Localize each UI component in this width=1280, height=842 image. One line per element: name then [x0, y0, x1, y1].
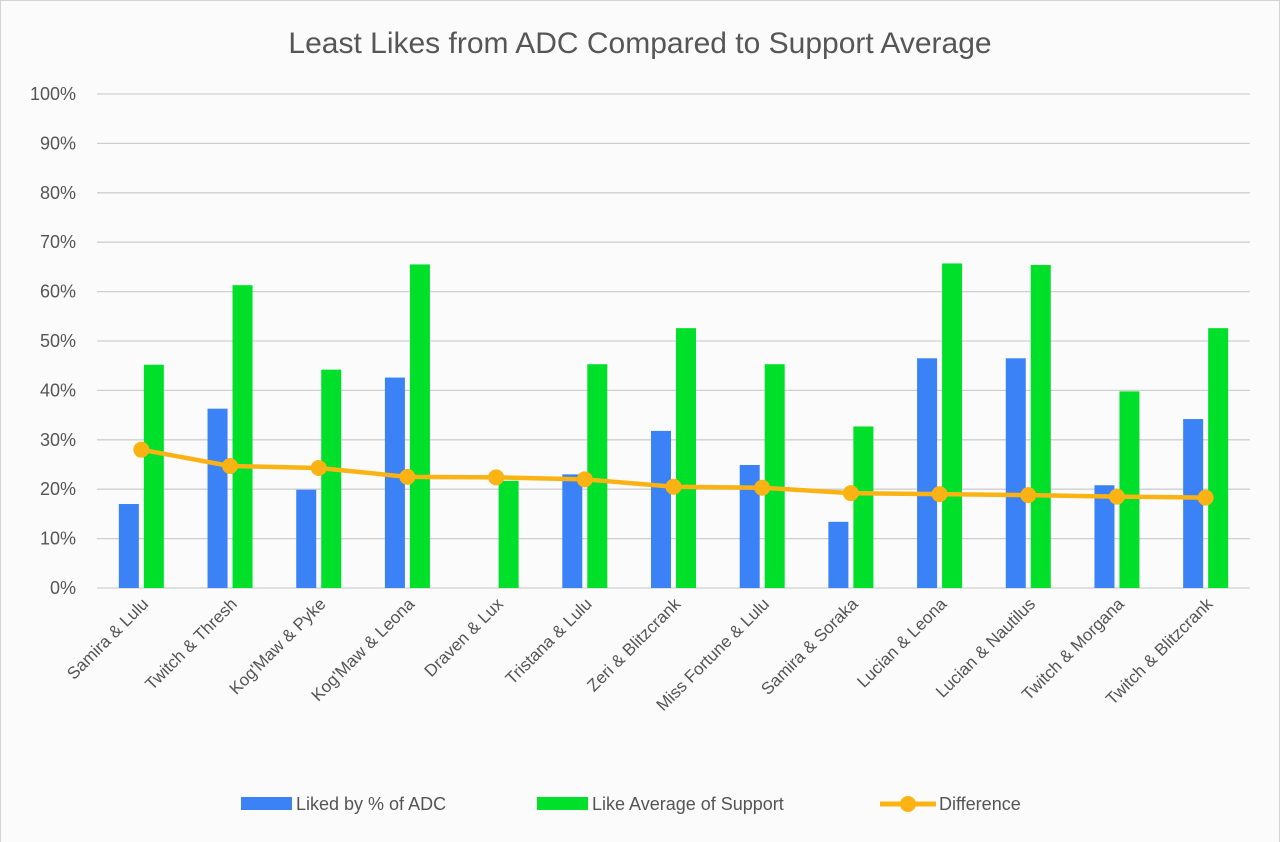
bar-adc[interactable]	[917, 358, 938, 588]
bar-support[interactable]	[1119, 391, 1140, 588]
y-tick-label: 60%	[40, 282, 76, 302]
difference-point[interactable]	[133, 441, 150, 458]
bar-support[interactable]	[676, 328, 696, 588]
chart-title: Least Likes from ADC Compared to Support…	[288, 27, 991, 60]
bar-support[interactable]	[587, 364, 608, 588]
bar-adc[interactable]	[296, 489, 317, 588]
bar-adc[interactable]	[1005, 358, 1026, 588]
x-tick-label: Twitch & Thresh	[141, 594, 240, 693]
bar-adc[interactable]	[384, 377, 405, 588]
bar-adc[interactable]	[1183, 419, 1204, 588]
legend-item-adc[interactable]: Liked by % of ADC	[241, 794, 446, 814]
y-tick-label: 50%	[40, 331, 76, 351]
legend-label-difference: Difference	[939, 794, 1021, 814]
difference-point[interactable]	[310, 459, 327, 476]
legend-swatch-support	[537, 797, 588, 810]
difference-point[interactable]	[931, 486, 948, 503]
bar-adc[interactable]	[828, 521, 849, 588]
difference-point[interactable]	[488, 469, 505, 486]
y-tick-label: 0%	[50, 578, 76, 598]
y-tick-label: 90%	[40, 133, 76, 153]
difference-line	[133, 441, 1214, 506]
x-tick-label: Zeri & Blitzcrank	[583, 594, 684, 695]
legend-item-support[interactable]: Like Average of Support	[537, 794, 784, 814]
bar-adc[interactable]	[118, 504, 139, 588]
difference-point[interactable]	[754, 479, 771, 496]
difference-point[interactable]	[1108, 488, 1125, 505]
bar-support[interactable]	[232, 285, 253, 588]
bar-support[interactable]	[409, 264, 430, 588]
legend-marker-difference	[900, 796, 916, 812]
bar-support[interactable]	[1030, 264, 1051, 588]
x-tick-label: Draven & Lux	[421, 594, 508, 681]
bar-support[interactable]	[498, 480, 519, 588]
x-tick-label: Samira & Lulu	[63, 594, 152, 683]
difference-point[interactable]	[222, 457, 239, 474]
gridlines	[97, 93, 1250, 589]
y-tick-label: 100%	[30, 84, 76, 104]
y-tick-label: 40%	[40, 380, 76, 400]
bar-adc[interactable]	[562, 474, 583, 588]
bar-support[interactable]	[1208, 328, 1229, 588]
bar-support[interactable]	[321, 369, 342, 588]
legend-swatch-adc	[241, 797, 292, 810]
bar-support[interactable]	[143, 364, 164, 588]
y-tick-label: 70%	[40, 232, 76, 252]
y-tick-label: 20%	[40, 479, 76, 499]
y-tick-label: 30%	[40, 430, 76, 450]
difference-point[interactable]	[1197, 489, 1214, 506]
legend-label-adc: Liked by % of ADC	[296, 794, 446, 814]
legend-item-difference[interactable]: Difference	[880, 794, 1021, 814]
bar-adc[interactable]	[651, 430, 671, 588]
difference-point[interactable]	[399, 468, 416, 485]
y-axis-ticks: 0% 10% 20% 30% 40% 50% 60% 70% 80% 90% 100%	[30, 84, 76, 598]
bar-support[interactable]	[764, 364, 785, 588]
difference-point[interactable]	[665, 478, 682, 495]
x-tick-label: Tristana & Lulu	[502, 594, 596, 688]
x-tick-label: Kog'Maw & Pyke	[226, 594, 330, 698]
y-tick-label: 10%	[40, 529, 76, 549]
x-tick-label: Samira & Soraka	[757, 594, 862, 699]
difference-point[interactable]	[1020, 487, 1037, 504]
bars	[118, 263, 1229, 588]
x-tick-label: Lucian & Leona	[853, 594, 950, 691]
bar-support[interactable]	[942, 263, 963, 588]
legend: Liked by % of ADC Like Average of Suppor…	[241, 794, 1021, 814]
y-tick-label: 80%	[40, 183, 76, 203]
legend-label-support: Like Average of Support	[592, 794, 784, 814]
bar-adc[interactable]	[739, 464, 760, 588]
bar-adc[interactable]	[1094, 485, 1115, 588]
difference-point[interactable]	[576, 471, 593, 488]
bar-adc[interactable]	[207, 408, 228, 588]
bar-support[interactable]	[853, 426, 874, 588]
difference-point[interactable]	[842, 485, 859, 502]
